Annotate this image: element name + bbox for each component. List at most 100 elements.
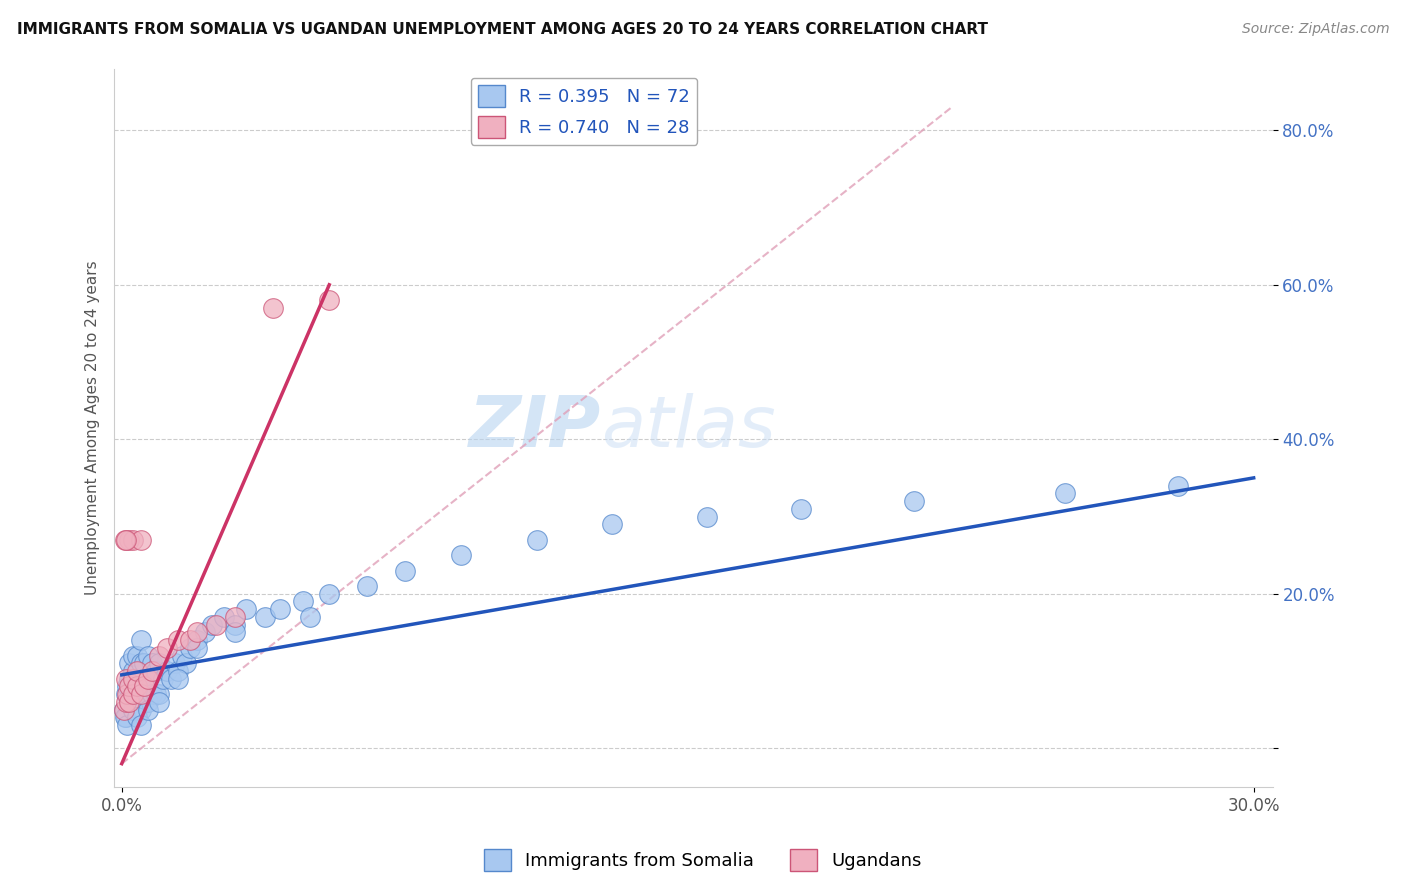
Point <box>129 687 152 701</box>
Point <box>112 703 135 717</box>
Point <box>179 640 201 655</box>
Point <box>118 533 141 547</box>
Point <box>122 687 145 701</box>
Point <box>129 703 152 717</box>
Point <box>117 680 139 694</box>
Point <box>194 625 217 640</box>
Point <box>136 695 159 709</box>
Point <box>122 533 145 547</box>
Point <box>129 687 152 701</box>
Point <box>299 610 322 624</box>
Point <box>125 703 148 717</box>
Point <box>163 657 186 671</box>
Point <box>318 587 340 601</box>
Point <box>1167 478 1189 492</box>
Point <box>526 533 548 547</box>
Text: Source: ZipAtlas.com: Source: ZipAtlas.com <box>1241 22 1389 37</box>
Point <box>122 687 145 701</box>
Point <box>122 672 145 686</box>
Point <box>201 617 224 632</box>
Point <box>186 640 208 655</box>
Point <box>136 703 159 717</box>
Point <box>118 680 141 694</box>
Point <box>224 610 246 624</box>
Point <box>235 602 257 616</box>
Point <box>122 680 145 694</box>
Point <box>269 602 291 616</box>
Point <box>129 672 152 686</box>
Point <box>224 625 246 640</box>
Point <box>114 695 136 709</box>
Point <box>156 640 179 655</box>
Point <box>212 610 235 624</box>
Point <box>125 672 148 686</box>
Point <box>114 710 136 724</box>
Legend: Immigrants from Somalia, Ugandans: Immigrants from Somalia, Ugandans <box>477 842 929 879</box>
Point <box>167 664 190 678</box>
Point <box>790 501 813 516</box>
Point <box>129 657 152 671</box>
Point <box>159 672 181 686</box>
Point <box>134 680 156 694</box>
Point <box>600 517 623 532</box>
Point <box>114 533 136 547</box>
Point <box>696 509 718 524</box>
Point <box>167 633 190 648</box>
Point <box>118 695 141 709</box>
Point <box>1053 486 1076 500</box>
Point <box>262 301 284 315</box>
Point <box>134 657 156 671</box>
Point <box>129 633 152 648</box>
Point <box>903 494 925 508</box>
Point <box>136 648 159 663</box>
Point <box>186 625 208 640</box>
Point <box>148 648 170 663</box>
Point <box>136 672 159 686</box>
Point <box>118 695 141 709</box>
Text: IMMIGRANTS FROM SOMALIA VS UGANDAN UNEMPLOYMENT AMONG AGES 20 TO 24 YEARS CORREL: IMMIGRANTS FROM SOMALIA VS UGANDAN UNEMP… <box>17 22 988 37</box>
Point <box>172 648 194 663</box>
Point <box>122 648 145 663</box>
Point <box>134 680 156 694</box>
Point <box>118 657 141 671</box>
Point <box>224 617 246 632</box>
Point <box>148 695 170 709</box>
Point <box>318 293 340 308</box>
Point <box>122 703 145 717</box>
Point <box>179 633 201 648</box>
Point <box>129 718 152 732</box>
Point <box>114 672 136 686</box>
Point <box>122 664 145 678</box>
Point <box>125 687 148 701</box>
Point <box>125 680 148 694</box>
Point <box>148 657 170 671</box>
Point <box>174 657 197 671</box>
Point <box>125 710 148 724</box>
Text: ZIP: ZIP <box>468 393 600 462</box>
Point <box>136 672 159 686</box>
Point <box>148 687 170 701</box>
Point <box>114 533 136 547</box>
Point <box>112 703 135 717</box>
Legend: R = 0.395   N = 72, R = 0.740   N = 28: R = 0.395 N = 72, R = 0.740 N = 28 <box>471 78 697 145</box>
Point <box>450 548 472 562</box>
Point <box>141 657 163 671</box>
Point <box>117 718 139 732</box>
Point <box>291 594 314 608</box>
Point <box>114 687 136 701</box>
Point <box>394 564 416 578</box>
Point <box>125 648 148 663</box>
Point <box>145 664 167 678</box>
Point <box>134 695 156 709</box>
Point <box>114 710 136 724</box>
Point <box>205 617 228 632</box>
Point <box>141 664 163 678</box>
Point <box>118 672 141 686</box>
Point <box>122 703 145 717</box>
Point <box>254 610 277 624</box>
Point <box>129 533 152 547</box>
Point <box>117 687 139 701</box>
Point <box>141 687 163 701</box>
Point <box>356 579 378 593</box>
Point <box>167 672 190 686</box>
